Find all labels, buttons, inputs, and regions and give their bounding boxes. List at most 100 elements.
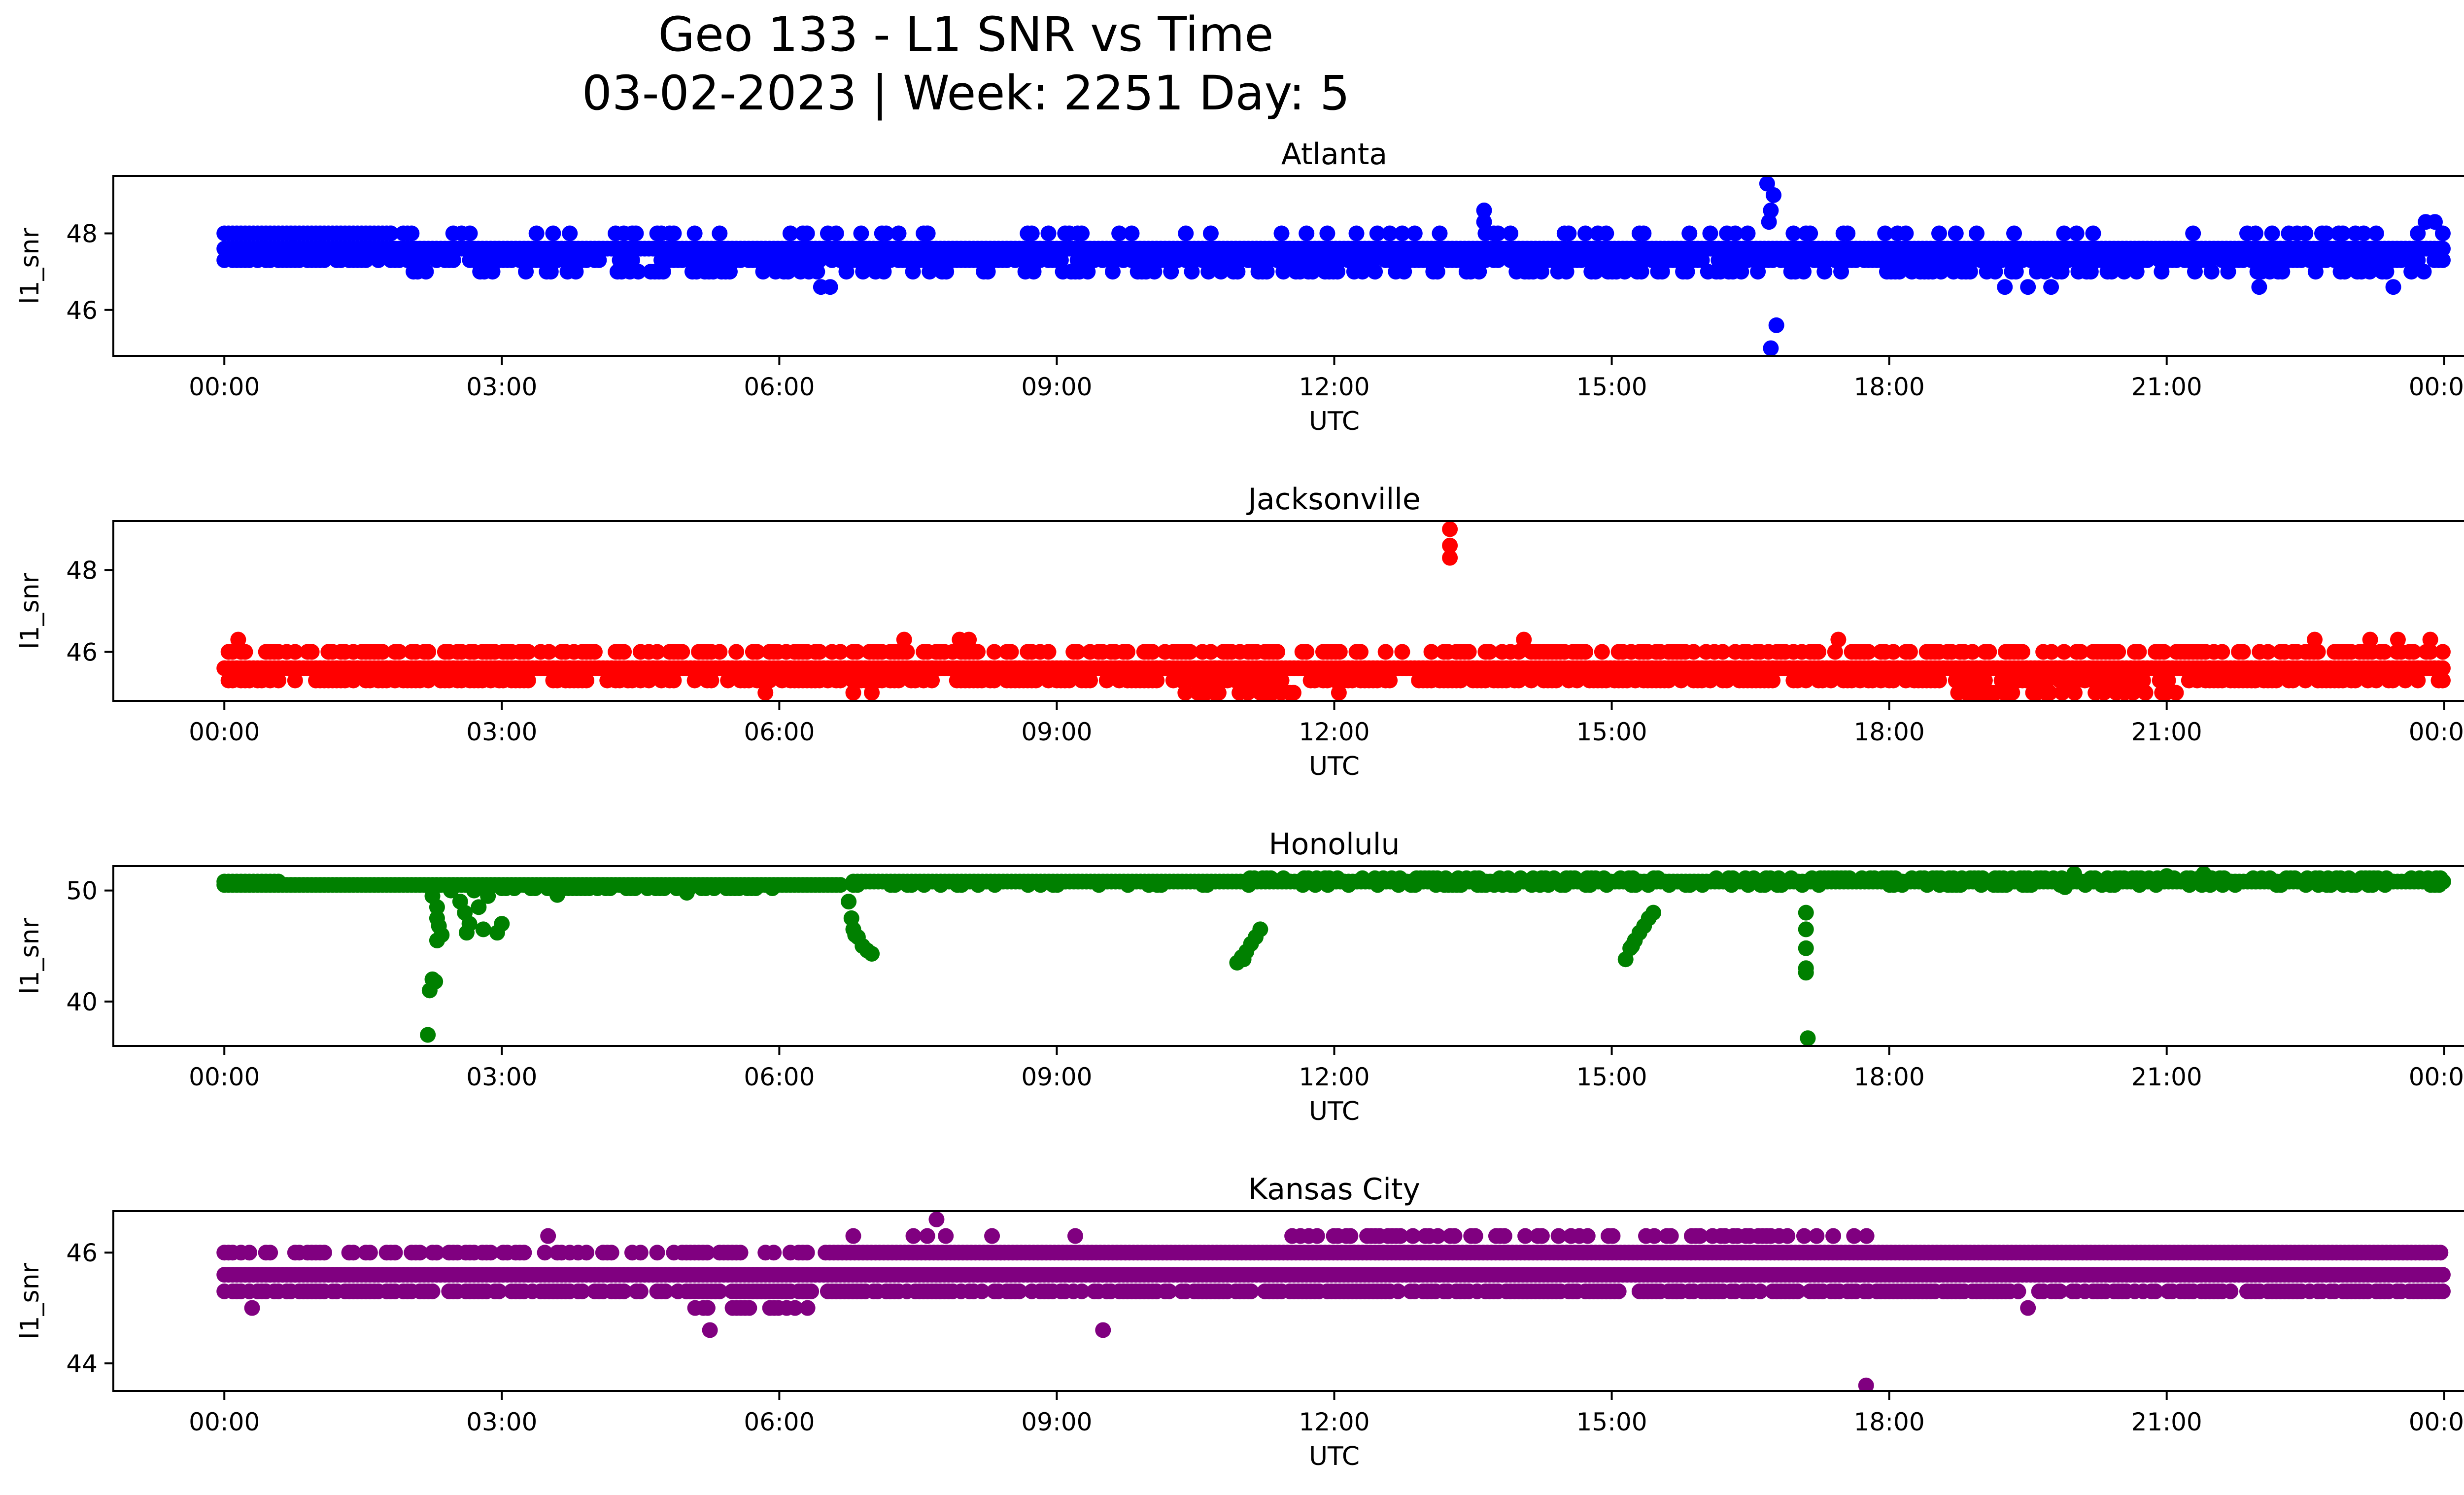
data-point — [1049, 877, 1065, 893]
data-point — [1898, 225, 1914, 242]
data-point — [903, 877, 920, 893]
data-point — [1768, 317, 1784, 333]
data-point — [630, 264, 647, 280]
y-tick-label: 44 — [66, 1350, 98, 1378]
data-point — [1694, 877, 1711, 893]
data-point — [1809, 1228, 1825, 1244]
data-point — [1902, 644, 1918, 660]
data-point — [1577, 225, 1594, 242]
data-point — [919, 225, 935, 242]
data-point — [2368, 225, 2384, 242]
data-point — [1199, 877, 1215, 893]
data-point — [712, 225, 728, 242]
data-point — [1153, 877, 1169, 893]
data-point — [899, 644, 915, 660]
data-point — [1823, 672, 1839, 689]
data-point — [632, 1283, 649, 1299]
data-point — [1461, 644, 1477, 660]
data-point — [1523, 672, 1540, 689]
data-point — [1598, 225, 1614, 242]
data-point — [1332, 644, 1348, 660]
data-point — [2066, 866, 2083, 882]
data-point — [543, 264, 559, 280]
data-point — [1394, 225, 1410, 242]
data-point — [1723, 877, 1740, 893]
x-tick-label: 00:00 — [2409, 1408, 2464, 1436]
y-tick-label: 46 — [66, 1239, 98, 1267]
data-point — [1948, 225, 1964, 242]
data-point — [2187, 264, 2203, 280]
data-point — [841, 894, 857, 910]
data-point — [1405, 1228, 1421, 1244]
data-point — [1161, 1283, 1177, 1299]
data-point — [383, 225, 399, 242]
data-point — [1628, 877, 1644, 893]
data-point — [2323, 877, 2339, 893]
data-point — [1640, 877, 1656, 893]
data-point — [520, 672, 536, 689]
data-point — [2043, 279, 2059, 295]
data-point — [2004, 685, 2020, 701]
data-point — [1977, 672, 1993, 689]
data-point — [287, 672, 303, 689]
data-point — [822, 279, 838, 295]
data-point — [1636, 225, 1652, 242]
data-point — [1661, 877, 1677, 893]
data-point — [876, 264, 892, 280]
data-point — [757, 685, 774, 701]
data-point — [1429, 264, 1445, 280]
data-point — [428, 1245, 445, 1261]
data-point — [2203, 264, 2220, 280]
data-point — [579, 672, 595, 689]
data-point — [528, 225, 545, 242]
data-point — [666, 672, 682, 689]
data-point — [1587, 264, 1604, 280]
x-axis-label: UTC — [1309, 752, 1360, 781]
data-point — [1098, 672, 1115, 689]
data-point — [924, 672, 940, 689]
data-point — [2056, 644, 2072, 660]
data-point — [244, 1300, 260, 1316]
data-point — [1798, 940, 1814, 956]
data-point — [1382, 225, 1398, 242]
data-point — [1877, 225, 1893, 242]
data-point — [2010, 1283, 2026, 1299]
x-tick-label: 12:00 — [1299, 718, 1369, 746]
data-point — [1269, 644, 1286, 660]
data-point — [1213, 264, 1229, 280]
data-point — [1840, 225, 1856, 242]
data-point — [316, 252, 332, 268]
data-point — [2337, 264, 2353, 280]
data-point — [358, 252, 374, 268]
x-tick-label: 00:00 — [2409, 373, 2464, 401]
data-point — [1557, 877, 1573, 893]
data-point — [1510, 644, 1527, 660]
data-point — [699, 1300, 716, 1316]
data-point — [1830, 631, 1847, 648]
data-point — [864, 685, 880, 701]
y-tick-label: 46 — [66, 638, 98, 666]
x-tick-label: 18:00 — [1854, 373, 1925, 401]
data-point — [1235, 951, 1252, 968]
x-tick-label: 21:00 — [2131, 373, 2202, 401]
data-point — [2431, 877, 2447, 893]
data-point — [484, 264, 501, 280]
figure-title-line2: 03-02-2023 | Week: 2251 Day: 5 — [582, 66, 1350, 121]
subplot-title: Kansas City — [1248, 1172, 1420, 1207]
data-point — [890, 225, 907, 242]
data-point — [702, 1322, 718, 1338]
data-point — [703, 672, 719, 689]
data-point — [2434, 644, 2451, 660]
data-point — [230, 631, 246, 648]
data-point — [919, 1228, 935, 1244]
data-point — [404, 225, 420, 242]
data-point — [938, 1228, 954, 1244]
data-point — [549, 887, 565, 903]
data-point — [1331, 685, 1347, 701]
data-point — [1660, 672, 1677, 689]
data-point — [2348, 877, 2364, 893]
data-point — [728, 644, 745, 660]
